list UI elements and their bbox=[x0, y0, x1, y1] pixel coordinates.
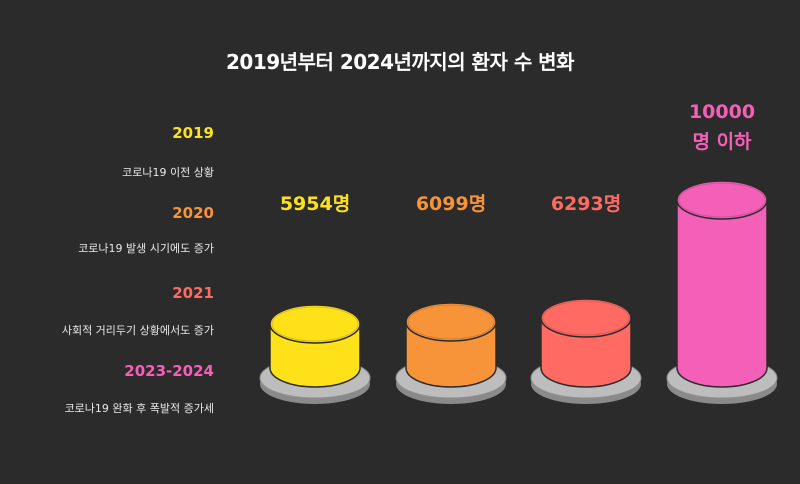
bar-top-rim-2023-2024 bbox=[678, 182, 766, 218]
bar-top-2019 bbox=[269, 304, 361, 344]
data-label-2021: 6293명 bbox=[551, 193, 621, 215]
bar-top-2020 bbox=[405, 302, 497, 342]
legend-year-2020: 2020 bbox=[172, 204, 214, 222]
data-label-2023-2024-line1: 10000 bbox=[689, 101, 755, 123]
legend-desc-2023-2024: 코로나19 완화 후 폭발적 증가세 bbox=[64, 402, 214, 415]
bar-top-rim-2020 bbox=[407, 304, 495, 340]
legend-year-2019: 2019 bbox=[172, 124, 214, 142]
legend-year-2021: 2021 bbox=[172, 284, 214, 302]
data-label-2023-2024-line2: 명 이하 bbox=[692, 131, 752, 153]
legend-year-2023-2024: 2023-2024 bbox=[124, 362, 214, 380]
legend-desc-2019: 코로나19 이전 상황 bbox=[122, 166, 214, 179]
legend-desc-2020: 코로나19 발생 시기에도 증가 bbox=[78, 242, 214, 255]
bar-top-rim-2019 bbox=[271, 306, 359, 342]
bar-top-rim-2021 bbox=[542, 300, 630, 336]
data-label-2020: 6099명 bbox=[416, 193, 486, 215]
legend-desc-2021: 사회적 거리두기 상황에서도 증가 bbox=[61, 324, 214, 337]
bar-top-2021 bbox=[540, 298, 632, 338]
bar-body-2023-2024 bbox=[676, 199, 768, 388]
bar-top-2023-2024 bbox=[676, 180, 768, 220]
chart-title: 2019년부터 2024년까지의 환자 수 변화 bbox=[226, 50, 574, 74]
data-label-2019: 5954명 bbox=[280, 193, 350, 215]
